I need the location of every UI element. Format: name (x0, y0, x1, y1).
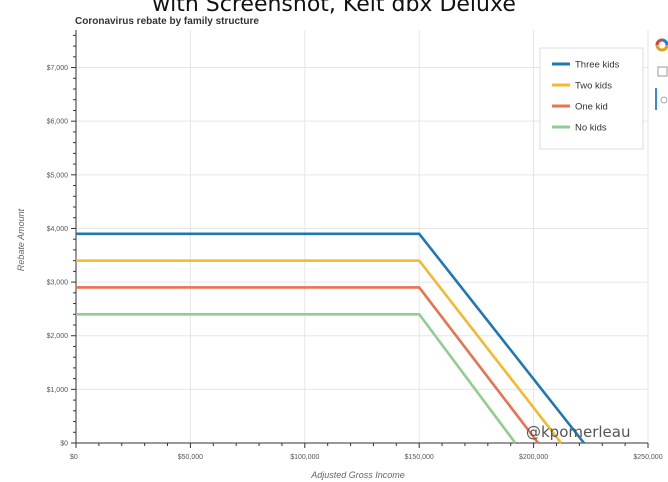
legend-label: No kids (575, 123, 607, 134)
y-tick-label: $3,000 (47, 280, 69, 287)
series-lines (76, 232, 585, 444)
active-tool-indicator (655, 88, 658, 115)
legend-label: Three kids (575, 60, 620, 71)
x-tick-label: $200,000 (519, 454, 548, 461)
series-line (76, 312, 517, 444)
y-axis-label: Rebate Amount (16, 208, 26, 271)
y-tick-label: $2,000 (47, 333, 69, 340)
series-line (76, 259, 563, 444)
y-tick-label: $7,000 (47, 65, 69, 72)
top-caption-text: with Screenshot, Kelt dbx Deluxe (152, 0, 516, 17)
series-line (76, 286, 540, 444)
x-tick-label: $100,000 (290, 454, 319, 461)
x-axis-label: Adjusted Gross Income (310, 470, 405, 480)
series-line (76, 232, 585, 444)
x-tick-label: $50,000 (178, 454, 203, 461)
chart-title: Coronavirus rebate by family structure (75, 16, 259, 27)
y-tick-label: $6,000 (47, 119, 69, 126)
y-tick-label: $1,000 (47, 387, 69, 394)
y-tick-label: $4,000 (47, 226, 69, 233)
x-tick-label: $0 (70, 454, 78, 461)
x-tick-label: $150,000 (405, 454, 434, 461)
y-tick-label: $0 (60, 441, 68, 448)
y-tick-label: $5,000 (47, 172, 69, 179)
x-tick-label: $250,000 (633, 454, 662, 461)
grid-lines (75, 30, 649, 444)
bokeh-logo-icon[interactable] (655, 38, 668, 57)
box-zoom-icon[interactable] (657, 64, 668, 82)
wheel-zoom-icon[interactable] (660, 93, 668, 111)
legend: Three kids Two kids One kid No kids (539, 47, 644, 150)
axes: $0 $1,000 $2,000 $3,000 $4,000 $5,000 $6,000 $7… (47, 30, 663, 461)
author-credit: @kpomerleau (526, 423, 631, 441)
legend-label: One kid (575, 102, 608, 113)
legend-label: Two kids (575, 81, 612, 92)
